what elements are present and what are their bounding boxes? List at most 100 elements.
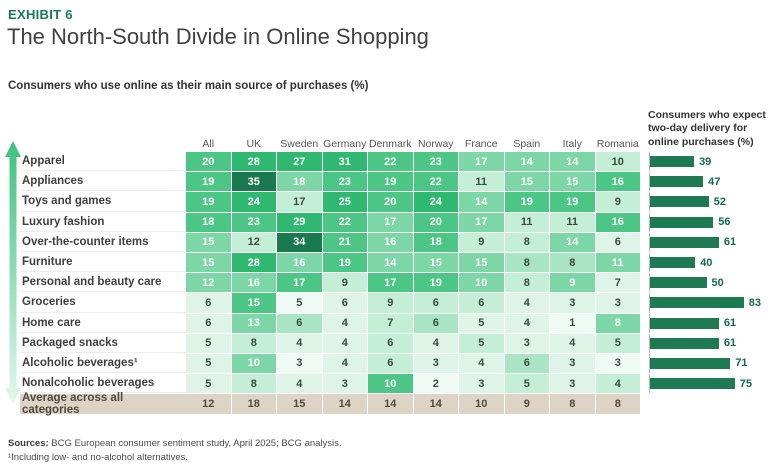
column-header-uk: UK <box>246 138 262 150</box>
heatmap-cell: 6 <box>277 313 322 333</box>
heatmap-cell: 7 <box>595 273 640 293</box>
heatmap-cell: 17 <box>459 152 504 172</box>
heatmap-cell: 1 <box>550 313 595 333</box>
heatmap-cell: 29 <box>277 212 322 232</box>
heatmap-cell: 8 <box>231 374 276 394</box>
delivery-bar <box>650 216 714 228</box>
heatmap-cell: 6 <box>413 293 458 313</box>
delivery-bar-value: 83 <box>748 296 762 309</box>
heatmap-cell: 18 <box>413 232 458 252</box>
sources-text: BCG European consumer sentiment study, A… <box>48 438 342 449</box>
column-header-all: All <box>202 138 215 150</box>
heatmap-cell: 15 <box>459 252 504 273</box>
row-label: Packaged snacks <box>20 334 186 353</box>
heatmap-cell: 27 <box>277 152 322 172</box>
average-cell: 15 <box>277 394 322 414</box>
delivery-bar-row: 52 <box>649 192 726 212</box>
delivery-bar-value: 61 <box>723 337 737 350</box>
heatmap-cell: 6 <box>186 313 231 333</box>
heatmap-cell: 5 <box>595 333 640 353</box>
heatmap-cell: 5 <box>186 333 231 353</box>
heatmap-cell: 16 <box>368 232 413 252</box>
delivery-bar <box>650 297 744 309</box>
delivery-bar <box>650 378 735 390</box>
heatmap-cell: 19 <box>504 192 549 212</box>
table-row: Apparel 20 28 27 31 22 23 17 14 14 10 39 <box>20 152 766 172</box>
heatmap-cell: 11 <box>459 172 504 192</box>
row-cells: 6 15 5 6 9 6 6 4 3 3 <box>186 293 641 313</box>
delivery-bar-value: 40 <box>700 256 713 269</box>
delivery-bar-row: 61 <box>649 313 736 333</box>
heatmap-cell: 3 <box>595 353 640 374</box>
heatmap-cell: 10 <box>459 273 504 293</box>
average-cell: 14 <box>368 394 413 414</box>
heatmap-cell: 18 <box>186 212 231 232</box>
heatmap-cell: 10 <box>231 353 276 374</box>
heatmap-cell: 20 <box>186 152 231 172</box>
heatmap-cell: 3 <box>277 353 322 374</box>
heatmap-cell: 14 <box>504 152 549 172</box>
heatmap-cell: 16 <box>595 212 640 232</box>
north-south-gradient-arrow-icon <box>4 141 22 404</box>
heatmap-cell: 12 <box>231 232 276 252</box>
heatmap-cell: 19 <box>322 252 367 273</box>
heatmap-cell: 5 <box>459 333 504 353</box>
heatmap-cell: 4 <box>504 313 549 333</box>
heatmap-cell: 3 <box>413 353 458 374</box>
heatmap-cell: 20 <box>368 192 413 212</box>
heatmap-cell: 6 <box>186 293 231 313</box>
heatmap-cell: 15 <box>550 172 595 192</box>
heatmap-cell: 19 <box>550 192 595 212</box>
average-row: Average across all categories 12 18 15 14 14 1… <box>20 392 766 416</box>
bar-chart-title-line3: online purchases (%) <box>648 135 754 148</box>
row-label: Over-the-counter items <box>20 233 186 252</box>
delivery-bar-value: 71 <box>735 357 748 370</box>
delivery-bar-row: 56 <box>649 212 731 232</box>
heatmap-cell: 14 <box>368 252 413 273</box>
delivery-bar-row: 50 <box>649 273 724 293</box>
average-cell: 8 <box>595 394 640 414</box>
heatmap-cell: 8 <box>504 252 549 273</box>
heatmap-cell: 9 <box>550 273 595 293</box>
row-cells: 19 24 17 25 20 24 14 19 19 9 <box>186 192 641 212</box>
heatmap-cell: 14 <box>550 152 595 172</box>
average-cell: 9 <box>504 394 549 414</box>
bar-chart-title: Consumers who expect two-day delivery fo… <box>648 109 766 149</box>
heatmap-cell: 23 <box>322 172 367 192</box>
row-label: Personal and beauty care <box>20 273 186 293</box>
heatmap-cell: 19 <box>413 273 458 293</box>
delivery-bar <box>650 196 709 208</box>
delivery-bar-row: 71 <box>649 353 748 374</box>
heatmap-cell: 28 <box>231 252 276 273</box>
table-row: Packaged snacks 5 8 4 4 6 4 5 3 4 5 61 <box>20 333 766 353</box>
heatmap-cell: 6 <box>504 353 549 374</box>
column-header-denmark: Denmark <box>368 138 412 150</box>
average-cell: 14 <box>413 394 458 414</box>
bar-chart-title-line1: Consumers who expect <box>648 109 766 121</box>
heatmap-cell: 28 <box>231 152 276 172</box>
row-cells: 19 35 18 23 19 22 11 15 15 16 <box>186 172 641 192</box>
average-cell: 14 <box>322 394 367 414</box>
row-label: Groceries <box>20 293 186 313</box>
average-cell: 18 <box>231 394 276 414</box>
heatmap-cell: 4 <box>550 333 595 353</box>
heatmap-cell: 10 <box>595 152 640 172</box>
heatmap-cell: 14 <box>459 192 504 212</box>
heatmap-cell: 9 <box>368 293 413 313</box>
heatmap-cell: 4 <box>277 374 322 394</box>
column-header-romania: Romania <box>596 138 639 150</box>
delivery-bar-value: 56 <box>718 216 731 229</box>
delivery-bar <box>650 317 719 329</box>
average-cell: 8 <box>550 394 595 414</box>
delivery-bar-row: 75 <box>649 374 752 394</box>
heatmap-cell: 15 <box>186 232 231 252</box>
average-cell: 12 <box>186 394 231 414</box>
delivery-bar-row: 83 <box>649 293 762 313</box>
table-row: Personal and beauty care 12 16 17 9 17 19 10 8 9 7… <box>20 273 766 293</box>
heatmap-cell: 22 <box>413 172 458 192</box>
average-cell: 10 <box>459 394 504 414</box>
heatmap-cell: 15 <box>231 293 276 313</box>
table-row: Furniture 15 28 16 19 14 15 15 8 8 11 40 <box>20 252 766 273</box>
heatmap-cell: 3 <box>550 374 595 394</box>
